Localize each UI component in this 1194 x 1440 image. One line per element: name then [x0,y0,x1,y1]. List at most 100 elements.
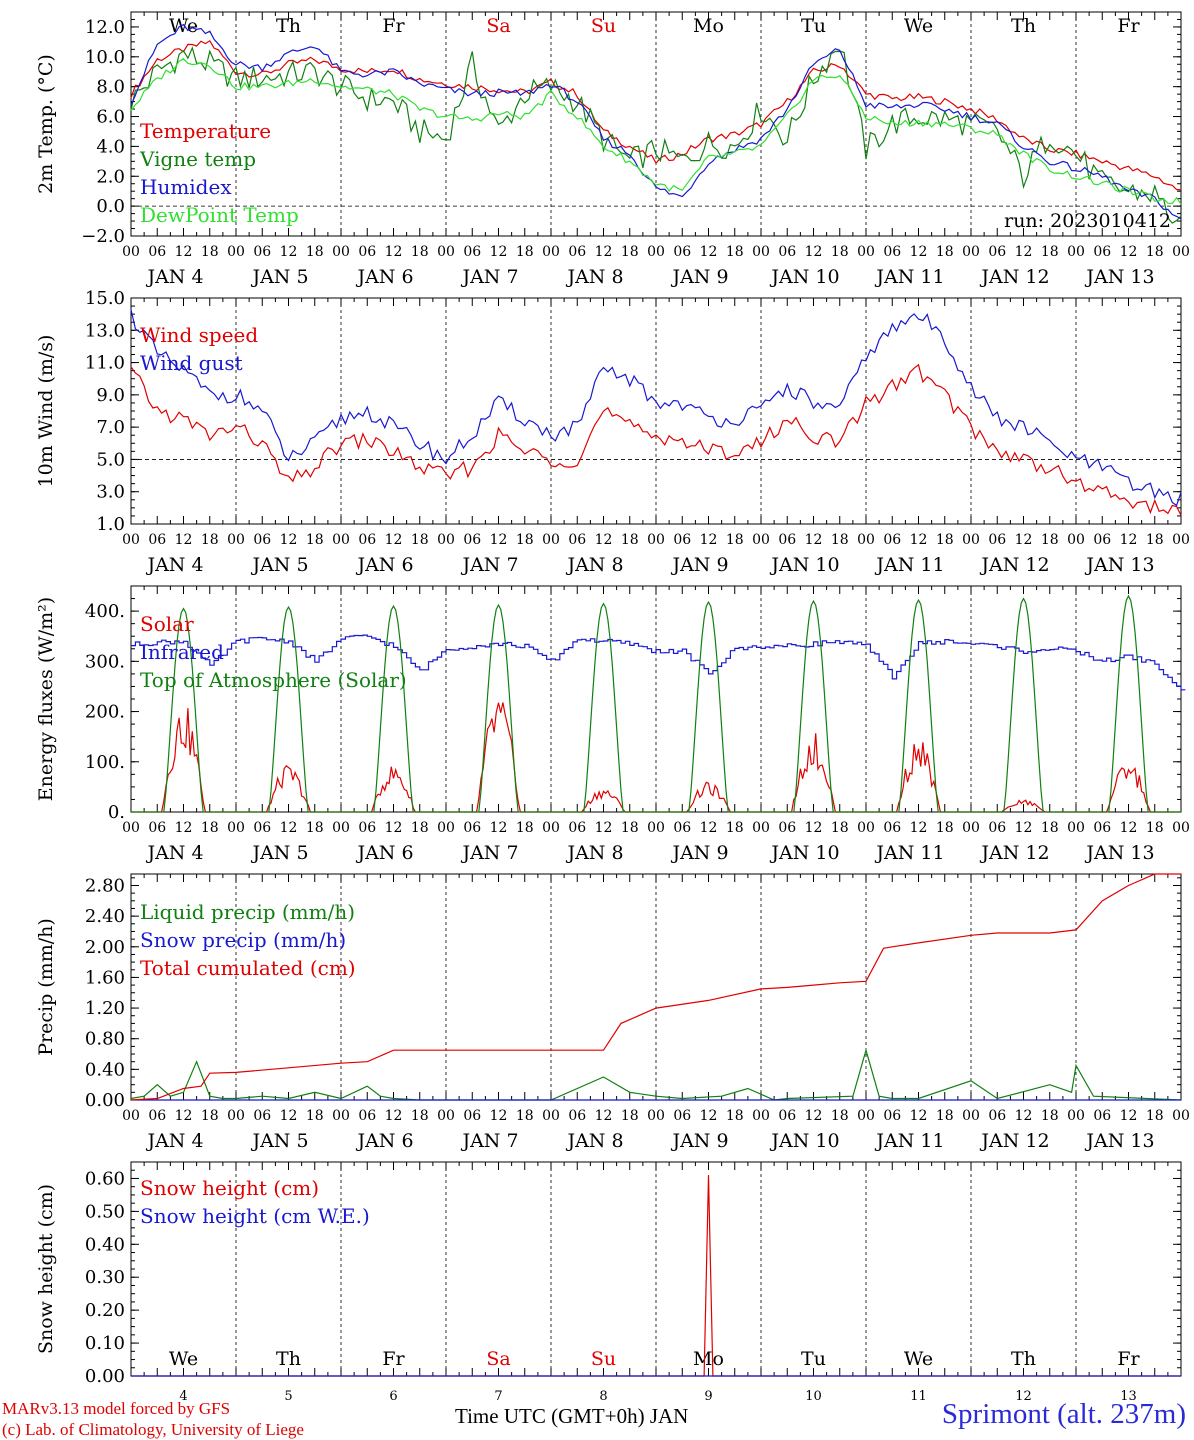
date-label: JAN 6 [355,1130,413,1152]
hour-label: 00 [962,820,980,836]
hour-label: 12 [700,1108,718,1124]
hour-label: 00 [752,820,770,836]
y-tick-label: 0.20 [85,1300,125,1321]
hour-label: 00 [227,532,245,548]
date-label: JAN 5 [250,1130,308,1152]
hour-label: 18 [201,1108,219,1124]
series-line-top-of-atmosphere-solar- [131,594,1181,813]
panel-1: 12.0 10.0 8.0 6.0 4.0 2.0 0.0 −2.0 2m Temp. (°C)… [35,11,1190,288]
date-label: JAN 4 [145,266,203,288]
y-tick-label: 13.0 [85,320,125,341]
y-tick-label: 3.0 [96,482,125,503]
y-tick-label: 6.0 [96,107,125,128]
day-number-label: 9 [704,1389,712,1404]
hour-label: 12 [280,820,298,836]
hour-label: 00 [332,244,350,260]
y-axis-label: Energy fluxes (W/m²) [35,597,57,801]
hour-label: 18 [1146,244,1164,260]
legend-entry: DewPoint Temp [140,203,299,227]
hour-label: 00 [122,820,140,836]
date-label: JAN 10 [769,266,839,288]
legend-entry: Liquid precip (mm/h) [140,900,355,924]
hour-label: 18 [936,1108,954,1124]
hour-label: 12 [1015,244,1033,260]
hour-label: 12 [490,1108,508,1124]
hour-label: 18 [1146,820,1164,836]
hour-label: 12 [1120,244,1138,260]
hour-label: 18 [516,820,534,836]
hour-label: 06 [988,1108,1006,1124]
hour-label: 12 [385,244,403,260]
y-tick-label: 2.0 [96,166,125,187]
legend-entry: Top of Atmosphere (Solar) [140,668,407,692]
legend-entry: Temperature [140,119,271,143]
date-label: JAN 9 [670,842,728,864]
date-label: JAN 13 [1084,1130,1154,1152]
hour-label: 18 [726,532,744,548]
station-title: Sprimont (alt. 237m) [941,1398,1186,1430]
legend-entry: Snow precip (mm/h) [140,928,346,952]
series-line-vigne-temp [130,46,1182,224]
date-label: JAN 8 [565,554,623,576]
weekday-label: Tu [801,15,826,37]
hour-label: 00 [227,820,245,836]
hour-label: 12 [385,1108,403,1124]
y-tick-label: 2.80 [85,875,125,896]
hour-label: 06 [358,532,376,548]
copyright-label: (c) Lab. of Climatology, University of L… [2,1420,304,1439]
hour-label: 18 [411,532,429,548]
weekday-label: We [169,15,198,37]
series-line-dewpoint-temp [130,58,1182,205]
series-line-infrared [131,634,1186,691]
series-line-humidex [130,23,1182,220]
hour-label: 18 [1041,820,1059,836]
legend-entry: Solar [140,612,194,636]
date-label: JAN 12 [979,266,1049,288]
hour-label: 00 [857,820,875,836]
hour-label: 18 [201,244,219,260]
date-label: JAN 12 [979,554,1049,576]
hour-label: 06 [358,1108,376,1124]
hour-label: 00 [1067,244,1085,260]
hour-label: 12 [1015,532,1033,548]
hour-label: 06 [988,820,1006,836]
panel-5: 0.60 0.50 0.40 0.30 0.20 0.10 0.00 Snow height … [35,1161,1182,1404]
hour-label: 00 [122,1108,140,1124]
hour-label: 06 [1093,532,1111,548]
hour-label: 12 [595,1108,613,1124]
hour-label: 12 [700,244,718,260]
date-label: JAN 6 [355,554,413,576]
hour-label: 06 [673,1108,691,1124]
hour-label: 18 [936,532,954,548]
day-number-label: 12 [1015,1389,1032,1404]
hour-label: 00 [542,532,560,548]
hour-label: 18 [411,244,429,260]
hour-label: 06 [1093,1108,1111,1124]
hour-label: 00 [542,244,560,260]
y-tick-label: 5.0 [96,449,125,470]
y-axis-label: Precip (mm/h) [35,918,57,1056]
hour-label: 12 [910,244,928,260]
hour-label: 06 [988,532,1006,548]
series-line-total-cumulated-cm- [130,873,1181,1101]
y-tick-label: 9.0 [96,385,125,406]
y-tick-label: 0.0 [96,196,125,217]
legend-entry: Wind speed [140,323,258,347]
date-label: JAN 12 [979,1130,1049,1152]
hour-label: 06 [148,820,166,836]
hour-label: 06 [568,244,586,260]
hour-label: 00 [1067,1108,1085,1124]
y-axis-label: 2m Temp. (°C) [35,54,57,194]
y-tick-label: 0.60 [85,1168,125,1189]
hour-label: 18 [306,244,324,260]
weekday-label: Fr [1117,1348,1140,1370]
hour-label: 12 [595,532,613,548]
date-label: JAN 10 [769,554,839,576]
weekday-label: Su [591,15,616,37]
day-number-label: 7 [494,1389,502,1404]
hour-label: 00 [857,1108,875,1124]
hour-label: 00 [437,820,455,836]
series-line-wind-gust [130,309,1182,507]
hour-label: 18 [831,1108,849,1124]
hour-label: 18 [1146,532,1164,548]
